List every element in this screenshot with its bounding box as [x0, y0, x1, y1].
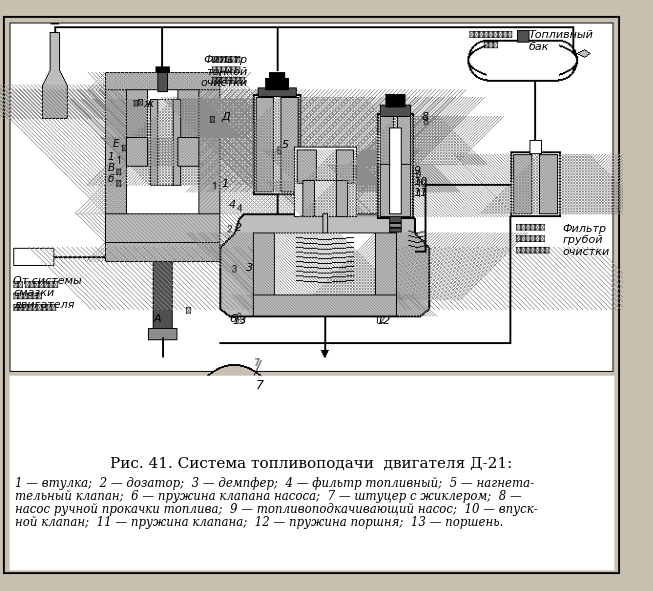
Text: 5: 5: [282, 141, 289, 150]
Text: ж: ж: [144, 99, 153, 109]
Text: 1 — втулка;  2 — дозатор;  3 — демпфер;  4 — фильтр топливный;  5 — нагнета-: 1 — втулка; 2 — дозатор; 3 — демпфер; 4 …: [15, 477, 534, 490]
Text: 3: 3: [246, 264, 253, 273]
Text: 9: 9: [413, 166, 421, 176]
Text: От системы
смазки
двигателя: От системы смазки двигателя: [13, 276, 82, 309]
Text: 4: 4: [229, 200, 236, 210]
Text: б: б: [108, 174, 114, 184]
Text: насос ручной прокачки топлива;  9 — топливоподкачивающий насос;  10 — впуск-: насос ручной прокачки топлива; 9 — топли…: [15, 503, 538, 516]
Text: 8: 8: [421, 112, 428, 122]
Text: тельный клапан;  6 — пружина клапана насоса;  7 — штуцер с жиклером;  8 —: тельный клапан; 6 — пружина клапана насо…: [15, 490, 522, 503]
Text: А: А: [153, 314, 161, 324]
Text: Д: Д: [221, 112, 230, 122]
Text: 13: 13: [232, 316, 247, 326]
Text: Е: Е: [112, 139, 119, 150]
Text: 11: 11: [413, 188, 428, 198]
Text: В: В: [107, 163, 114, 173]
Text: 1: 1: [108, 152, 114, 162]
Text: Топливный
бак: Топливный бак: [529, 30, 594, 51]
Text: 2: 2: [234, 223, 242, 233]
Text: Фильтр
грубой
очистки: Фильтр грубой очистки: [562, 223, 610, 256]
Text: 12: 12: [377, 316, 390, 326]
Text: ной клапан;  11 — пружина клапана;  12 — пружина поршня;  13 — поршень.: ной клапан; 11 — пружина клапана; 12 — п…: [15, 516, 503, 529]
Text: 10: 10: [413, 177, 428, 187]
Text: 1: 1: [221, 178, 229, 189]
Text: Фильтр
тонкой
очистки: Фильтр тонкой очистки: [200, 55, 247, 88]
Text: 6: 6: [229, 314, 236, 324]
Text: 7: 7: [255, 379, 263, 392]
Text: Рис. 41. Система топливоподачи  двигателя Д-21:: Рис. 41. Система топливоподачи двигателя…: [110, 457, 512, 471]
